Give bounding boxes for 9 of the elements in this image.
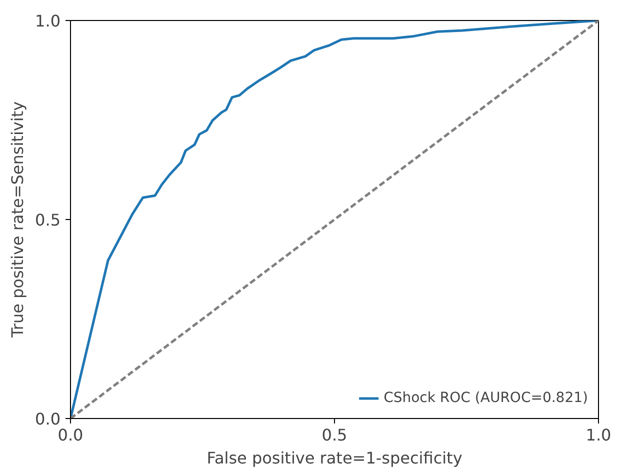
legend-label: CShock ROC (AUROC=0.821) — [384, 390, 588, 406]
y-tick-label: 0.5 — [35, 210, 61, 230]
y-tick-label: 1.0 — [35, 12, 61, 30]
x-tick-label: 1.0 — [586, 426, 612, 444]
y-axis-title: True positive rate=Sensitivity — [8, 101, 28, 339]
x-tick-label: 0.0 — [58, 426, 84, 444]
y-tick-label: 0.0 — [35, 410, 61, 428]
x-tick-label: 0.5 — [322, 426, 348, 444]
x-axis-title: False positive rate=1-specificity — [206, 448, 462, 468]
